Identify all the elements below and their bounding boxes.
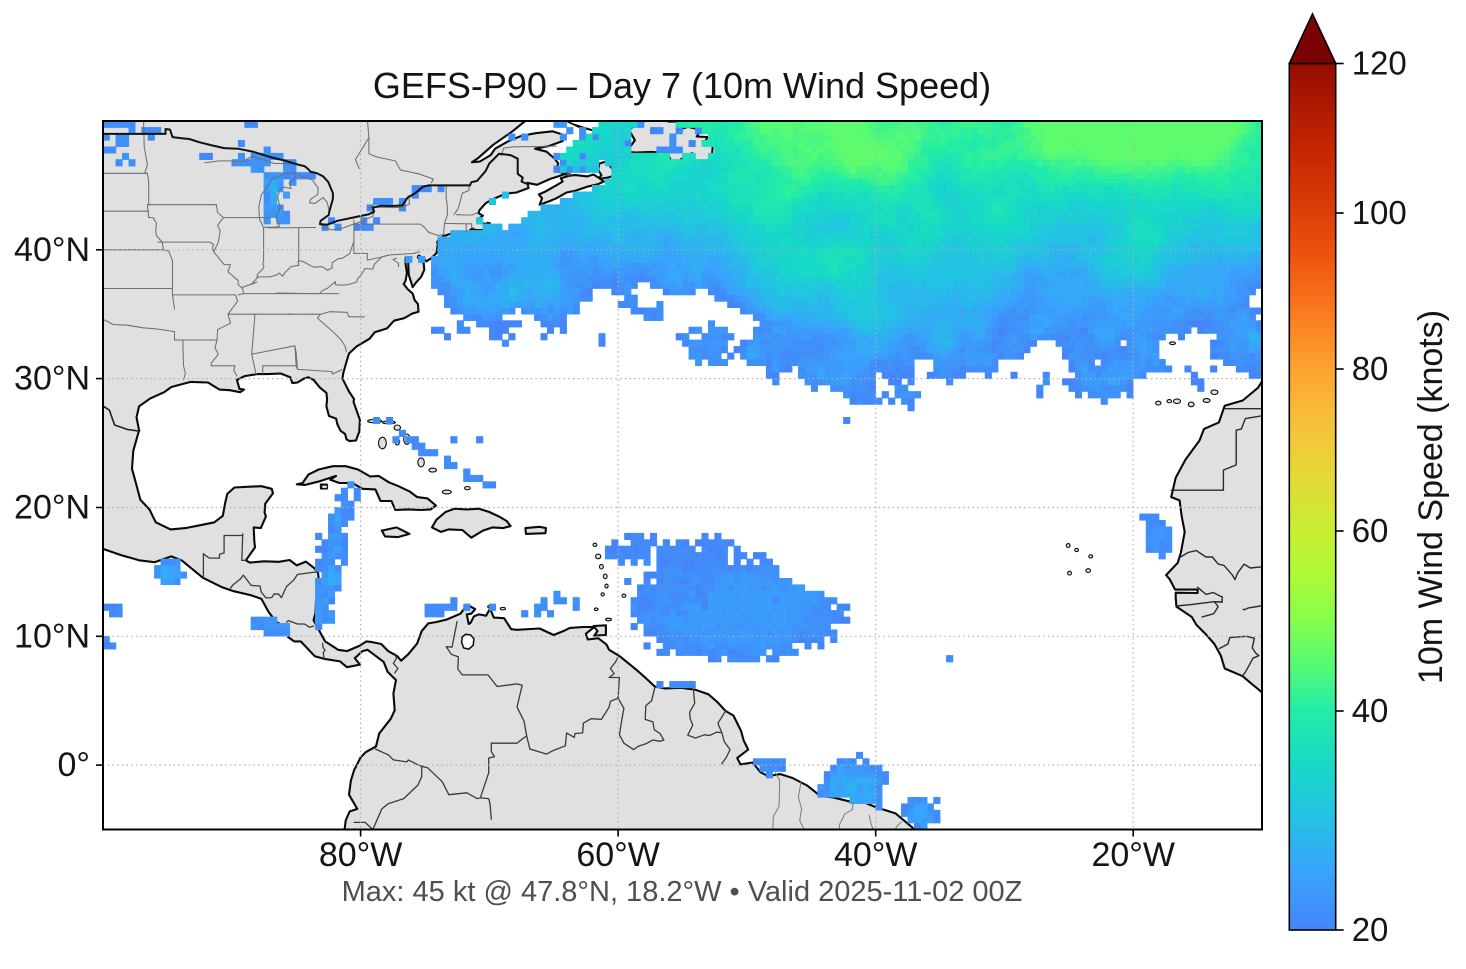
svg-text:40: 40 xyxy=(1352,692,1389,729)
svg-text:20°N: 20°N xyxy=(14,489,90,527)
svg-text:10m Wind Speed (knots): 10m Wind Speed (knots) xyxy=(1412,310,1450,684)
svg-text:60°W: 60°W xyxy=(576,836,660,874)
svg-text:20°W: 20°W xyxy=(1091,836,1175,874)
svg-text:0°: 0° xyxy=(57,746,90,784)
svg-text:60: 60 xyxy=(1352,512,1389,549)
svg-text:100: 100 xyxy=(1352,194,1407,231)
svg-text:40°W: 40°W xyxy=(834,836,918,874)
svg-text:30°N: 30°N xyxy=(14,360,90,398)
svg-text:40°N: 40°N xyxy=(14,231,90,269)
svg-text:GEFS-P90 – Day 7 (10m Wind Spe: GEFS-P90 – Day 7 (10m Wind Speed) xyxy=(373,65,991,106)
svg-text:80: 80 xyxy=(1352,350,1389,387)
svg-text:Max: 45 kt @ 47.8°N, 18.2°W •: Max: 45 kt @ 47.8°N, 18.2°W • Valid 2025… xyxy=(342,876,1023,908)
svg-text:120: 120 xyxy=(1352,45,1407,82)
svg-text:20: 20 xyxy=(1352,911,1389,948)
svg-text:80°W: 80°W xyxy=(319,836,403,874)
svg-text:10°N: 10°N xyxy=(14,617,90,655)
